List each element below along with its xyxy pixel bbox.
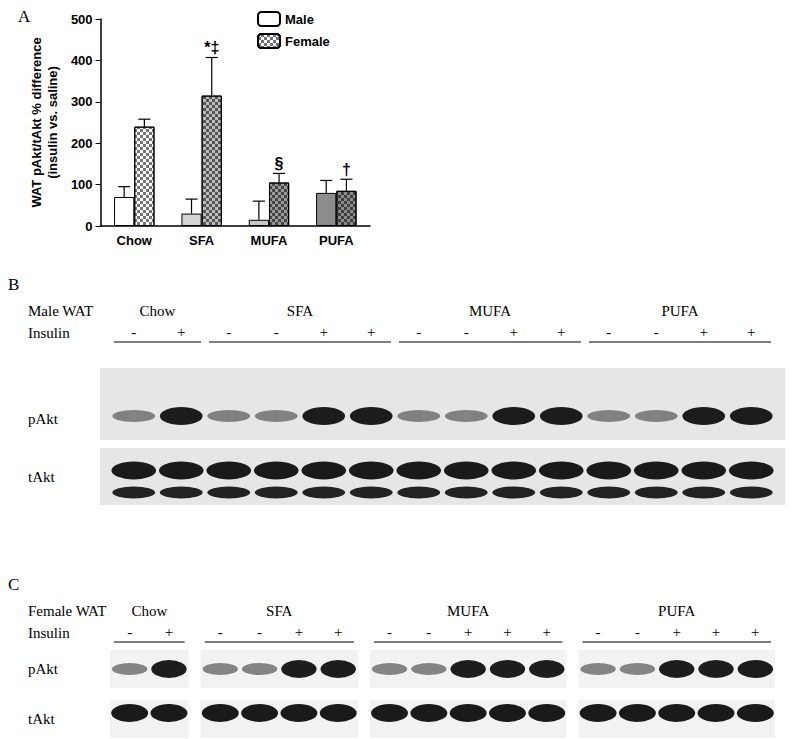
svg-text:+: + bbox=[672, 624, 680, 640]
svg-text:§: § bbox=[275, 155, 284, 172]
svg-text:-: - bbox=[226, 324, 231, 340]
svg-text:+: + bbox=[367, 324, 375, 340]
svg-text:-: - bbox=[426, 624, 431, 640]
svg-text:+: + bbox=[320, 324, 328, 340]
svg-text:-: - bbox=[654, 324, 659, 340]
svg-text:0: 0 bbox=[85, 219, 92, 234]
svg-text:+: + bbox=[334, 624, 342, 640]
svg-text:-: - bbox=[218, 624, 223, 640]
svg-text:+: + bbox=[700, 324, 708, 340]
svg-text:+: + bbox=[712, 624, 720, 640]
svg-text:Chow: Chow bbox=[117, 233, 153, 248]
svg-text:Chow: Chow bbox=[131, 603, 167, 619]
svg-text:Insulin: Insulin bbox=[28, 325, 70, 341]
svg-text:PUFA: PUFA bbox=[658, 603, 695, 619]
svg-text:+: + bbox=[747, 324, 755, 340]
svg-text:500: 500 bbox=[71, 12, 93, 27]
svg-text:WAT pAkt/tAkt % difference: WAT pAkt/tAkt % difference bbox=[29, 37, 44, 207]
svg-text:-: - bbox=[387, 624, 392, 640]
svg-text:†: † bbox=[342, 161, 351, 178]
svg-text:MUFA: MUFA bbox=[447, 603, 489, 619]
svg-text:SFA: SFA bbox=[287, 303, 314, 319]
svg-text:400: 400 bbox=[71, 53, 93, 68]
svg-text:Male: Male bbox=[285, 12, 314, 27]
svg-text:+: + bbox=[557, 324, 565, 340]
svg-text:+: + bbox=[464, 624, 472, 640]
svg-text:pAkt: pAkt bbox=[28, 661, 59, 677]
svg-text:-: - bbox=[635, 624, 640, 640]
svg-text:SFA: SFA bbox=[189, 233, 215, 248]
svg-text:-: - bbox=[257, 624, 262, 640]
svg-text:-: - bbox=[127, 624, 132, 640]
svg-text:Female: Female bbox=[285, 34, 330, 49]
svg-text:Insulin: Insulin bbox=[28, 625, 70, 641]
svg-text:-: - bbox=[131, 324, 136, 340]
svg-text:+: + bbox=[510, 324, 518, 340]
svg-text:MUFA: MUFA bbox=[251, 233, 288, 248]
svg-text:Male WAT: Male WAT bbox=[28, 303, 93, 319]
svg-text:Female WAT: Female WAT bbox=[28, 603, 106, 619]
svg-text:300: 300 bbox=[71, 94, 93, 109]
svg-text:-: - bbox=[606, 324, 611, 340]
svg-text:A: A bbox=[18, 7, 31, 26]
svg-text:-: - bbox=[464, 324, 469, 340]
svg-text:B: B bbox=[8, 275, 19, 294]
svg-text:+: + bbox=[503, 624, 511, 640]
svg-text:Chow: Chow bbox=[140, 303, 176, 319]
svg-text:+: + bbox=[295, 624, 303, 640]
svg-text:PUFA: PUFA bbox=[661, 303, 698, 319]
svg-text:pAkt: pAkt bbox=[28, 411, 59, 427]
svg-text:+: + bbox=[751, 624, 759, 640]
svg-text:200: 200 bbox=[71, 136, 93, 151]
svg-text:*‡: *‡ bbox=[204, 39, 219, 56]
svg-text:+: + bbox=[177, 324, 185, 340]
svg-text:C: C bbox=[8, 575, 19, 594]
svg-text:-: - bbox=[274, 324, 279, 340]
svg-text:100: 100 bbox=[71, 177, 93, 192]
svg-text:tAkt: tAkt bbox=[28, 469, 56, 485]
svg-text:-: - bbox=[416, 324, 421, 340]
svg-text:MUFA: MUFA bbox=[469, 303, 511, 319]
svg-text:PUFA: PUFA bbox=[319, 233, 354, 248]
svg-text:tAkt: tAkt bbox=[28, 711, 56, 727]
svg-text:+: + bbox=[165, 624, 173, 640]
svg-text:+: + bbox=[543, 624, 551, 640]
svg-text:SFA: SFA bbox=[266, 603, 293, 619]
svg-text:-: - bbox=[596, 624, 601, 640]
svg-text:(insulin vs. saline): (insulin vs. saline) bbox=[45, 66, 60, 179]
